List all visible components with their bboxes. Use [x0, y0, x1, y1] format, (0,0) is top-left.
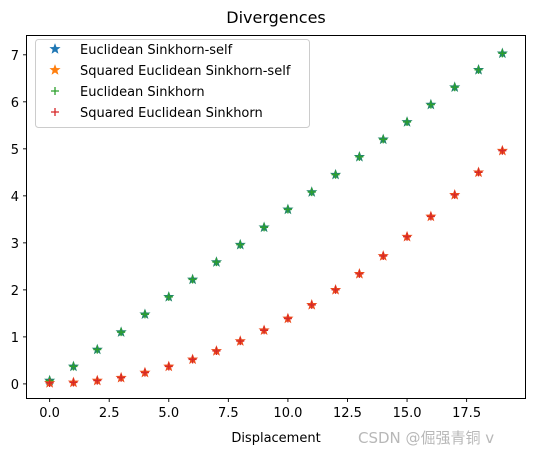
legend-label: Squared Euclidean Sinkhorn [80, 106, 263, 121]
series-2-point [307, 188, 316, 197]
series-3-point [498, 146, 507, 155]
legend-marker [49, 64, 61, 75]
legend: Euclidean Sinkhorn-self Squared Euclidean… [35, 39, 310, 128]
y-tick-label: 6 [11, 96, 19, 111]
series-3-point [140, 368, 149, 377]
series-2-point [164, 292, 173, 301]
y-tick-label: 5 [11, 143, 19, 158]
y-tick-label: 7 [11, 49, 19, 64]
legend-marker [51, 108, 59, 116]
x-tick-label: 5.0 [158, 406, 179, 421]
x-axis-ticks: 0.0 2.5 5.0 7.5 10.0 12.5 15.0 17.5 [39, 398, 481, 421]
series-3-point [355, 269, 364, 278]
series-3-point [331, 285, 340, 294]
series-2-point [379, 135, 388, 144]
series-2-point [260, 223, 269, 232]
series-2-point [236, 240, 245, 249]
x-axis-label: Displacement [231, 431, 320, 446]
series-3-point [426, 212, 435, 221]
series-3-point [450, 190, 459, 199]
y-tick-label: 0 [11, 378, 19, 393]
legend-marker [51, 87, 59, 95]
series-2-point [117, 328, 126, 337]
series-3-point [69, 378, 78, 387]
chart-title: Divergences [226, 8, 326, 27]
series-3-point [403, 232, 412, 241]
series-2-point [331, 170, 340, 179]
series-2-point [403, 118, 412, 127]
x-tick-label: 17.5 [452, 406, 481, 421]
series-3-point [93, 376, 102, 385]
x-tick-label: 12.5 [333, 406, 362, 421]
x-tick-label: 10.0 [273, 406, 302, 421]
series-3-point [212, 346, 221, 355]
series-3-point [45, 378, 54, 387]
series-2-point [450, 83, 459, 92]
series-3-point [307, 300, 316, 309]
series-2-point [93, 345, 102, 354]
y-tick-label: 4 [11, 190, 19, 205]
series-3-point [379, 252, 388, 261]
y-axis-ticks: 0 1 2 3 4 5 6 7 [11, 49, 27, 393]
series-3-point [164, 362, 173, 371]
series-2-point [212, 258, 221, 267]
series-2-point [188, 275, 197, 284]
series-3-point [236, 337, 245, 346]
series-2-point [474, 65, 483, 74]
series-2-point [283, 205, 292, 214]
legend-label: Euclidean Sinkhorn [80, 85, 205, 100]
series-2-point [498, 49, 507, 58]
series-2-point [426, 100, 435, 109]
series-3-point [283, 314, 292, 323]
x-tick-label: 15.0 [393, 406, 422, 421]
legend-label: Euclidean Sinkhorn-self [80, 43, 233, 58]
series-3-point [474, 168, 483, 177]
plot-frame [26, 35, 526, 399]
legend-marker [49, 43, 61, 54]
series-3-point [117, 373, 126, 382]
x-tick-label: 7.5 [218, 406, 239, 421]
series-2-point [355, 152, 364, 161]
legend-box [35, 39, 310, 128]
x-tick-label: 2.5 [99, 406, 120, 421]
series-3-point [260, 326, 269, 335]
legend-label: Squared Euclidean Sinkhorn-self [80, 64, 291, 79]
series-2-point [140, 310, 149, 319]
x-tick-label: 0.0 [39, 406, 60, 421]
series-2-point [69, 362, 78, 371]
y-tick-label: 1 [11, 331, 19, 346]
watermark: CSDN @倔强青铜 v [358, 429, 494, 447]
y-tick-label: 3 [11, 237, 19, 252]
data-points [44, 47, 508, 388]
y-tick-label: 2 [11, 284, 19, 299]
series-3-point [188, 355, 197, 364]
